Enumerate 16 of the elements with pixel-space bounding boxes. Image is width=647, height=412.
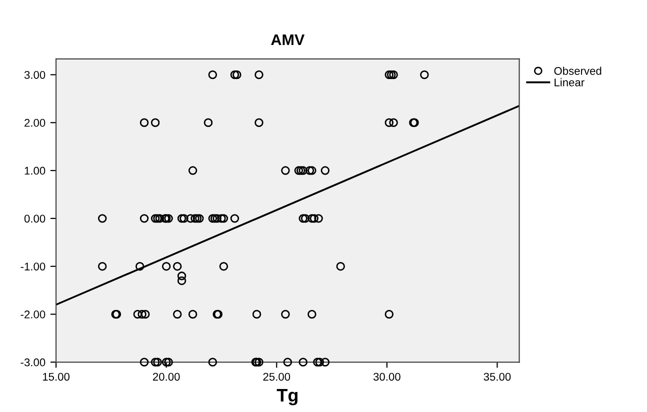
y-tick-label: 0.00 [24,214,46,223]
x-tick-label: 15.00 [42,372,70,381]
y-tick-label: -2.00 [20,310,46,318]
legend-label: Observed [554,66,602,75]
chart-title: AMV [271,34,305,46]
y-tick-label: -1.00 [20,262,46,270]
y-tick-label: 1.00 [24,166,46,175]
x-tick-label: 30.00 [373,372,400,381]
y-tick-label: 2.00 [24,118,46,127]
y-tick-label: 3.00 [24,70,46,79]
legend-label: Linear [554,78,584,86]
x-tick-label: 20.00 [152,372,180,381]
x-tick-label: 25.00 [263,372,290,381]
x-tick-label: 35.00 [484,372,511,381]
x-axis-title: Tg [276,389,298,406]
y-tick-label: -3.00 [20,358,46,366]
